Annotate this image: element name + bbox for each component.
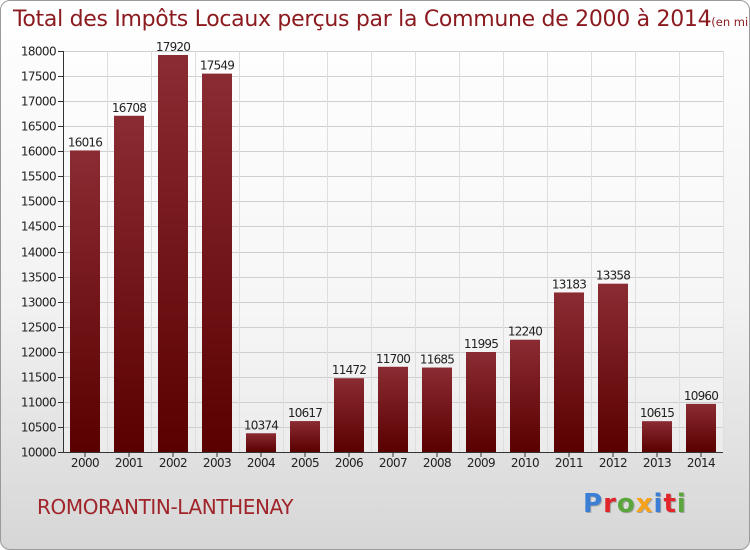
y-tick-label: 14500 bbox=[21, 220, 56, 234]
x-tick-label: 2004 bbox=[247, 456, 275, 470]
y-tick-label: 13500 bbox=[21, 271, 56, 285]
value-label: 10374 bbox=[244, 418, 278, 432]
x-tick-label: 2012 bbox=[599, 456, 627, 470]
x-tick-label: 2005 bbox=[291, 456, 319, 470]
y-tick-label: 10500 bbox=[21, 421, 56, 435]
value-label: 13358 bbox=[596, 269, 630, 283]
logo-letter: o bbox=[616, 489, 636, 519]
y-tick-label: 16000 bbox=[21, 145, 56, 159]
value-label: 13183 bbox=[552, 277, 586, 291]
bar bbox=[510, 339, 540, 452]
chart-title-text: Total des Impôts Locaux perçus par la Co… bbox=[13, 7, 712, 32]
bar bbox=[290, 421, 320, 452]
value-label: 11685 bbox=[420, 353, 454, 367]
bar bbox=[202, 73, 232, 452]
y-tick-label: 15500 bbox=[21, 170, 56, 184]
x-tick-label: 2000 bbox=[71, 456, 99, 470]
value-label: 11995 bbox=[464, 337, 498, 351]
value-label: 11472 bbox=[332, 363, 366, 377]
y-tick-label: 16500 bbox=[21, 120, 56, 134]
bar bbox=[246, 433, 276, 452]
x-tick-label: 2014 bbox=[687, 456, 715, 470]
y-tick-label: 11500 bbox=[21, 371, 56, 385]
bars bbox=[70, 55, 716, 452]
value-label: 17549 bbox=[200, 59, 234, 73]
y-tick-label: 17500 bbox=[21, 70, 56, 84]
value-label: 10617 bbox=[288, 406, 322, 420]
value-label: 11700 bbox=[376, 352, 410, 366]
x-tick-label: 2011 bbox=[555, 456, 583, 470]
y-tick-label: 12500 bbox=[21, 321, 56, 335]
x-tick-label: 2003 bbox=[203, 456, 231, 470]
bar bbox=[554, 292, 584, 452]
logo-letter: r bbox=[603, 489, 617, 519]
bar bbox=[114, 115, 144, 452]
y-tick-label: 14000 bbox=[21, 246, 56, 260]
x-tick-label: 2013 bbox=[643, 456, 671, 470]
bar bbox=[158, 55, 188, 452]
logo-letter: P bbox=[583, 489, 604, 519]
value-label: 16016 bbox=[68, 135, 102, 149]
y-tick-label: 12000 bbox=[21, 346, 56, 360]
bar bbox=[466, 352, 496, 452]
bar bbox=[642, 421, 672, 452]
value-label: 16708 bbox=[112, 101, 146, 115]
y-tick-label: 17000 bbox=[21, 95, 56, 109]
bar bbox=[422, 367, 452, 452]
logo-letter: i bbox=[653, 489, 664, 519]
logo-letter: x bbox=[635, 489, 654, 519]
x-tick-label: 2002 bbox=[159, 456, 187, 470]
logo-letter: i bbox=[676, 489, 687, 519]
x-tick-label: 2001 bbox=[115, 456, 143, 470]
bar bbox=[334, 378, 364, 452]
y-tick-label: 18000 bbox=[21, 45, 56, 59]
y-tick-label: 15000 bbox=[21, 195, 56, 209]
y-tick-label: 11000 bbox=[21, 396, 56, 410]
commune-name: ROMORANTIN-LANTHENAY bbox=[37, 495, 294, 519]
y-tick-label: 10000 bbox=[21, 446, 56, 460]
proxiti-logo: Proxiti bbox=[583, 489, 687, 519]
value-label: 10960 bbox=[684, 389, 718, 403]
chart-title: Total des Impôts Locaux perçus par la Co… bbox=[13, 7, 749, 32]
bar bbox=[378, 366, 408, 452]
x-tick-label: 2007 bbox=[379, 456, 407, 470]
bar bbox=[70, 150, 100, 452]
x-tick-label: 2008 bbox=[423, 456, 451, 470]
value-label: 17920 bbox=[156, 40, 190, 54]
logo-letter: t bbox=[663, 489, 677, 519]
bar bbox=[598, 283, 628, 452]
x-tick-label: 2010 bbox=[511, 456, 539, 470]
value-label: 12240 bbox=[508, 325, 542, 339]
bar bbox=[686, 403, 716, 452]
x-tick-label: 2006 bbox=[335, 456, 363, 470]
chart-unit: (en milliers d'€) bbox=[711, 15, 749, 29]
y-tick-label: 13000 bbox=[21, 296, 56, 310]
labels: 10000 10500 11000 11500 12000 12500 13000 13500… bbox=[21, 40, 719, 470]
x-tick-label: 2009 bbox=[467, 456, 495, 470]
value-label: 10615 bbox=[640, 406, 674, 420]
axes bbox=[58, 51, 723, 457]
